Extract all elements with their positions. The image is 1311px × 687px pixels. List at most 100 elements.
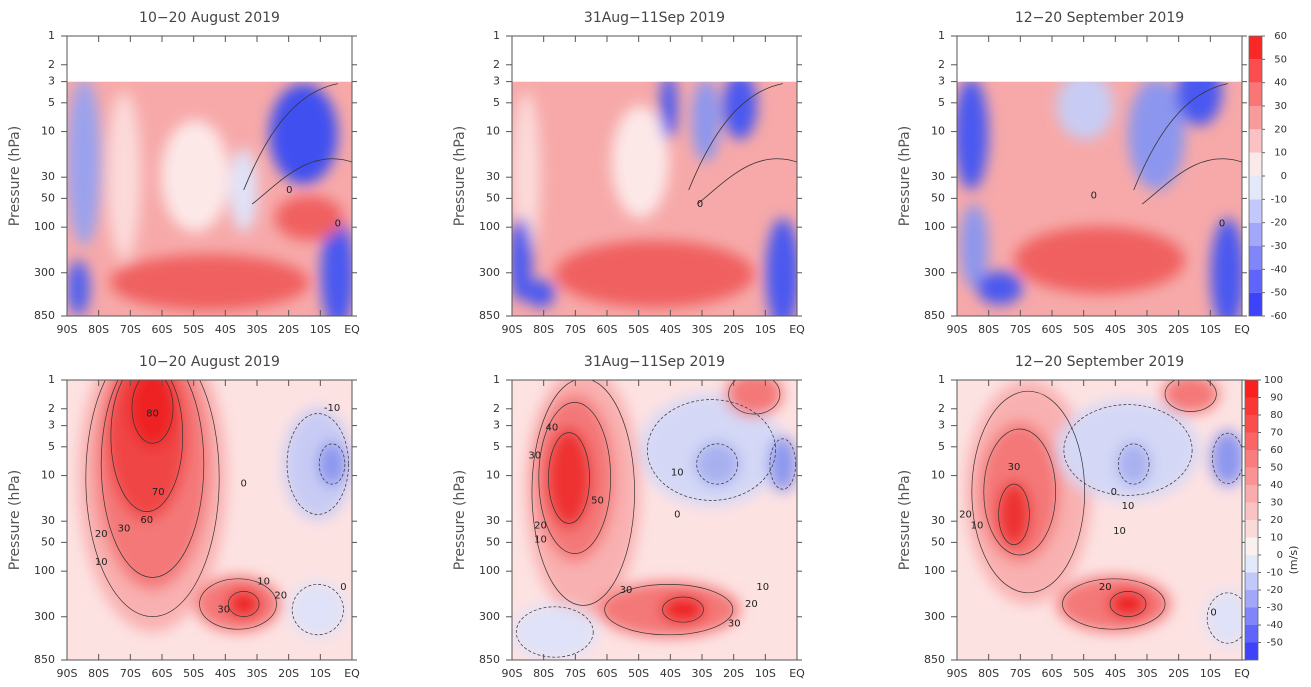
y-tick-label: 850 — [34, 309, 55, 322]
contour-label: 20 — [1099, 582, 1112, 593]
field-blob — [1204, 590, 1242, 646]
colorbar-segment — [1249, 36, 1262, 60]
x-tick-label: 10S — [310, 323, 331, 336]
y-tick-label: 100 — [479, 564, 500, 577]
panel-title: 12−20 September 2019 — [1015, 10, 1184, 26]
field-blob — [109, 254, 310, 311]
colorbar-segment — [1245, 397, 1258, 415]
field-blob — [67, 260, 90, 316]
contour-line — [243, 83, 352, 205]
y-tick-label: 3 — [938, 419, 945, 432]
field — [512, 380, 797, 660]
y-tick-label: 10 — [41, 125, 55, 138]
colorbar-tick-label: 80 — [1270, 410, 1283, 421]
x-tick-label: 60S — [1042, 323, 1063, 336]
colorbar-segment — [1245, 520, 1258, 538]
x-tick-label: 60S — [152, 667, 173, 680]
colorbar-tick-label: -10 — [1271, 194, 1287, 205]
colorbar-segment — [1249, 222, 1262, 246]
colorbar-tick-label: -40 — [1267, 620, 1283, 631]
contour-label: 30 — [728, 619, 741, 630]
colorbar-tick-label: 70 — [1270, 428, 1283, 439]
y-tick-label: 5 — [48, 440, 55, 453]
x-tick-label: 20S — [278, 667, 299, 680]
colorbar-segment — [1249, 269, 1262, 293]
contour-label: 10 — [1122, 501, 1135, 512]
field-blob — [67, 78, 102, 246]
contour-label: 50 — [591, 495, 604, 506]
y-tick-label: 300 — [479, 610, 500, 623]
field-blob — [1162, 380, 1220, 414]
field-blob — [1116, 441, 1151, 487]
plot-frame — [66, 35, 353, 317]
field-blob — [269, 83, 338, 185]
x-tick-label: 90S — [57, 667, 78, 680]
y-axis-label: Pressure (hPa) — [7, 126, 23, 226]
y-tick-label: 50 — [931, 535, 945, 548]
x-tick-label: 70S — [1010, 323, 1031, 336]
y-tick-label: 1 — [48, 373, 55, 386]
colorbar-tick-label: 0 — [1281, 171, 1287, 182]
panel-title: 31Aug−11Sep 2019 — [584, 10, 725, 26]
y-tick-label: 5 — [493, 96, 500, 109]
y-axis-label: Pressure (hPa) — [452, 126, 468, 226]
y-tick-label: 3 — [938, 75, 945, 88]
field-blob — [106, 92, 142, 260]
contour-line — [983, 428, 1056, 556]
x-tick-label: 10S — [310, 667, 331, 680]
field-blob — [554, 240, 755, 308]
field-blob — [1210, 218, 1242, 316]
colorbar-tick-label: -20 — [1267, 585, 1283, 596]
x-tick-label: 20S — [1168, 667, 1189, 680]
x-tick-label: 20S — [723, 323, 744, 336]
contour-line — [199, 578, 277, 630]
contour-label: 10 — [534, 535, 547, 546]
y-tick-label: 100 — [924, 220, 945, 233]
colorbar-segment — [1249, 82, 1262, 106]
y-axis-label: Pressure (hPa) — [452, 470, 468, 570]
contour-line — [286, 413, 349, 515]
field-blob — [765, 218, 797, 316]
x-tick-label: 30S — [247, 323, 268, 336]
y-tick-label: 1 — [48, 29, 55, 42]
contour-line — [100, 380, 205, 578]
contour-label: 80 — [146, 409, 159, 420]
contour-line — [131, 380, 174, 444]
x-tick-label: 40S — [660, 323, 681, 336]
contour-line — [604, 584, 734, 636]
contour-label: 10 — [971, 521, 984, 532]
contour-label: 30 — [1008, 462, 1021, 473]
x-tick-label: 70S — [565, 323, 586, 336]
field-blobs — [965, 380, 1242, 646]
contour-label: 0 — [241, 479, 247, 490]
x-tick-label: 80S — [88, 667, 109, 680]
colorbar-tick-label: -10 — [1267, 568, 1283, 579]
field-blobs — [78, 380, 352, 638]
y-tick-label: 850 — [924, 653, 945, 666]
field — [957, 36, 1242, 316]
field-blob — [275, 195, 344, 241]
contour-label: 0 — [286, 185, 292, 196]
y-tick-label: 30 — [931, 514, 945, 527]
x-tick-label: 50S — [1073, 323, 1094, 336]
colorbar-segment — [1245, 415, 1258, 433]
y-tick-label: 2 — [493, 58, 500, 71]
contour-label: 30 — [528, 451, 541, 462]
contour-line — [647, 399, 776, 501]
x-tick-label: 90S — [57, 323, 78, 336]
y-tick-label: 1 — [493, 373, 500, 386]
colorbar-tick-label: 10 — [1270, 533, 1283, 544]
field-blob — [725, 380, 783, 417]
y-tick-label: 300 — [34, 610, 55, 623]
x-tick-label: 40S — [660, 667, 681, 680]
contour-line — [998, 483, 1030, 545]
contour-line — [728, 380, 781, 415]
field — [67, 36, 352, 316]
colorbar-segment — [1245, 432, 1258, 450]
y-tick-label: 30 — [41, 170, 55, 183]
plot-frame — [66, 379, 353, 661]
colorbar-segment — [1245, 607, 1258, 625]
colorbar-tick-label: 50 — [1274, 54, 1287, 65]
x-tick-label: 60S — [597, 667, 618, 680]
field-blob — [660, 595, 706, 624]
